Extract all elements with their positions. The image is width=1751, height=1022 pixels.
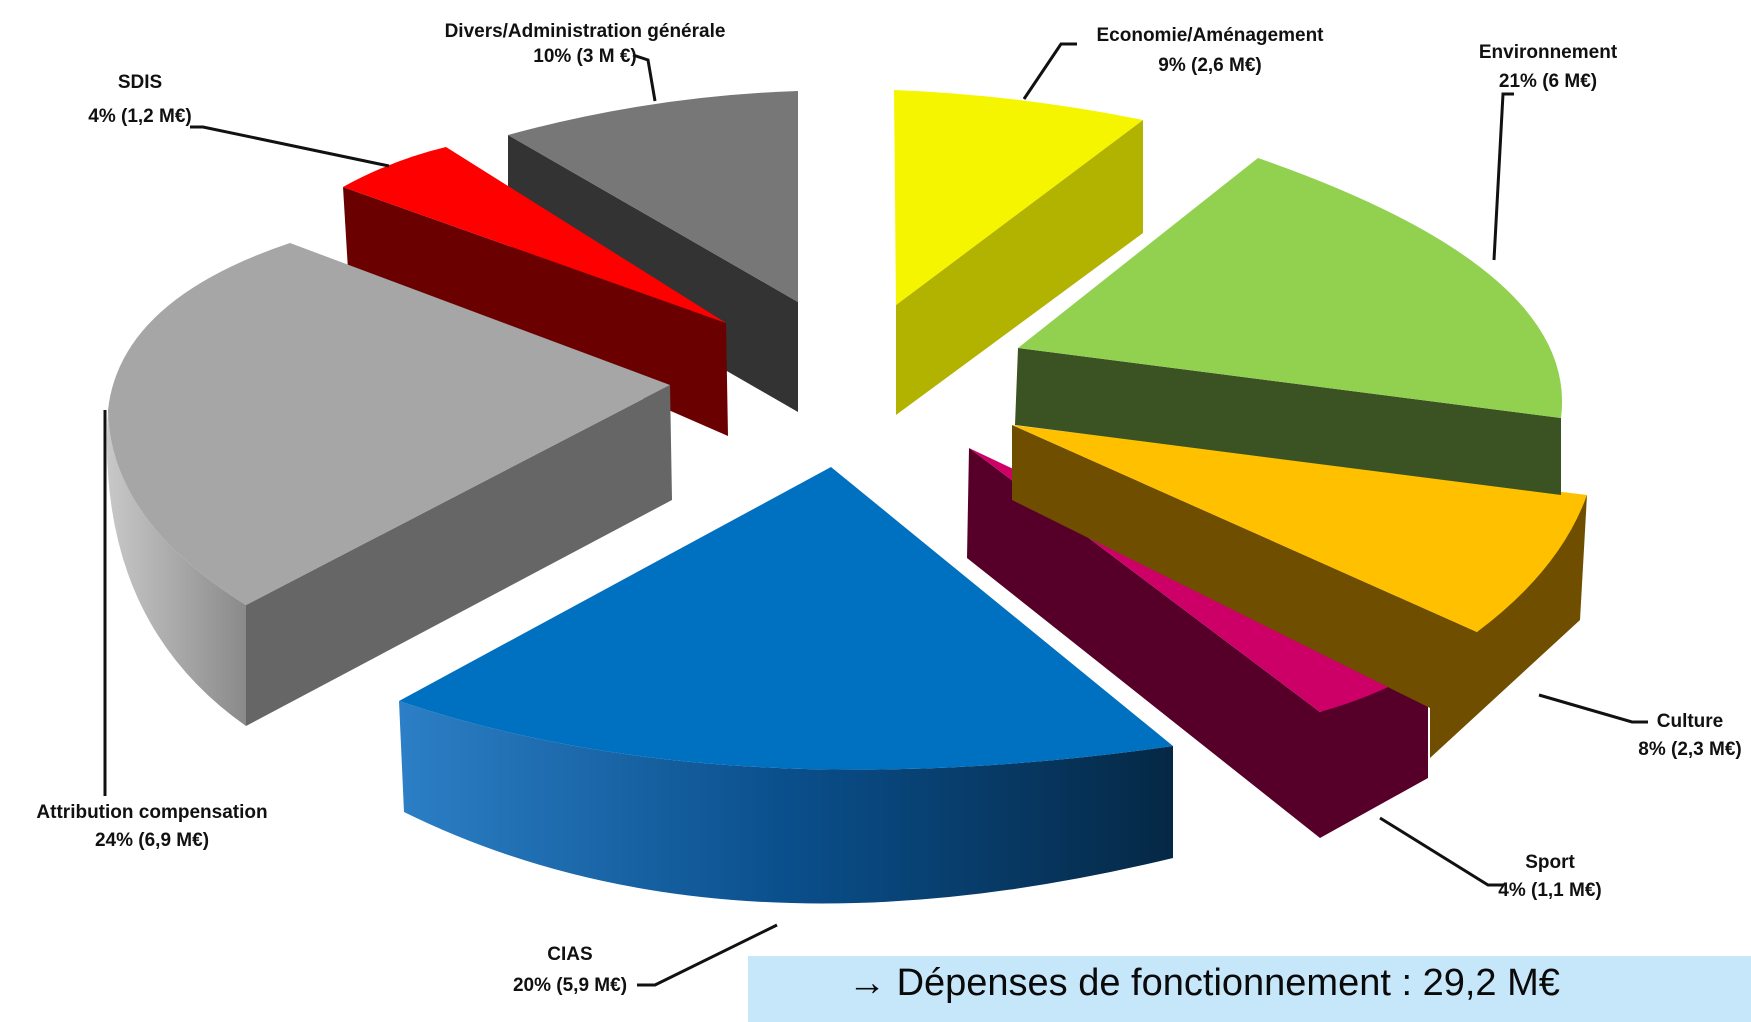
- total-label: → Dépenses de fonctionnement : 29,2 M€: [848, 962, 1560, 1005]
- label-attribution-name: Attribution compensation: [36, 802, 267, 823]
- slice-sdis-top: [343, 147, 726, 323]
- slice-culture-top: [1012, 425, 1587, 632]
- label-culture-name: Culture: [1657, 711, 1724, 732]
- slice-attribution: [106, 243, 672, 726]
- label-sport-value: 4% (1,1 M€): [1498, 880, 1601, 901]
- label-divers-value: 10% (3 M €): [533, 46, 636, 67]
- label-cias: CIAS 20% (5,9 M€): [513, 944, 627, 996]
- slice-attribution-curve: [106, 410, 246, 726]
- arrow-right-icon: →: [848, 962, 886, 1004]
- label-economie-name: Economie/Aménagement: [1097, 25, 1325, 46]
- label-attribution-value: 24% (6,9 M€): [95, 830, 209, 851]
- slice-economie-top: [894, 90, 1143, 305]
- leader-lines: [103, 42, 1648, 987]
- leader-economie: [1022, 42, 1077, 100]
- leader-divers: [632, 53, 657, 102]
- label-cias-name: CIAS: [547, 944, 592, 965]
- label-environnement-name: Environnement: [1479, 42, 1618, 63]
- leader-cias: [637, 923, 778, 987]
- label-culture: Culture 8% (2,3 M€): [1638, 711, 1741, 760]
- slice-environnement-side: [1015, 348, 1561, 495]
- label-environnement-value: 21% (6 M€): [1499, 71, 1597, 92]
- slice-attribution-side: [246, 385, 672, 726]
- label-environnement: Environnement 21% (6 M€): [1479, 42, 1618, 92]
- label-culture-value: 8% (2,3 M€): [1638, 739, 1741, 760]
- label-sdis-value: 4% (1,2 M€): [88, 106, 191, 127]
- label-sport: Sport 4% (1,1 M€): [1498, 852, 1601, 901]
- label-attribution: Attribution compensation 24% (6,9 M€): [36, 802, 267, 851]
- label-sdis: SDIS 4% (1,2 M€): [88, 72, 191, 127]
- slice-economie: [894, 90, 1143, 415]
- total-banner: [748, 956, 1751, 1022]
- total-value: Dépenses de fonctionnement : 29,2 M€: [896, 962, 1560, 1004]
- leader-environnement: [1492, 92, 1514, 261]
- slice-cias-side: [399, 701, 1173, 904]
- slice-cias: [399, 467, 1173, 904]
- slice-environnement: [1015, 158, 1563, 495]
- label-cias-value: 20% (5,9 M€): [513, 975, 627, 996]
- slice-attribution-top: [108, 243, 670, 605]
- label-divers-name: Divers/Administration générale: [445, 21, 726, 42]
- slice-culture: [1012, 425, 1587, 758]
- slice-divers-top: [508, 91, 798, 302]
- slice-sport-side: [967, 448, 1428, 838]
- slice-economie-side: [896, 120, 1143, 415]
- leader-sdis: [190, 125, 390, 168]
- slice-cias-top: [399, 467, 1173, 770]
- leader-sport: [1379, 816, 1504, 887]
- label-sdis-name: SDIS: [118, 72, 162, 93]
- label-economie-value: 9% (2,6 M€): [1158, 55, 1261, 76]
- slice-culture-side: [1012, 425, 1587, 758]
- label-economie: Economie/Aménagement 9% (2,6 M€): [1097, 25, 1325, 76]
- slice-environnement-top: [1018, 158, 1563, 418]
- leader-culture: [1538, 693, 1648, 724]
- label-divers: Divers/Administration générale 10% (3 M …: [445, 21, 726, 67]
- label-sport-name: Sport: [1525, 852, 1575, 873]
